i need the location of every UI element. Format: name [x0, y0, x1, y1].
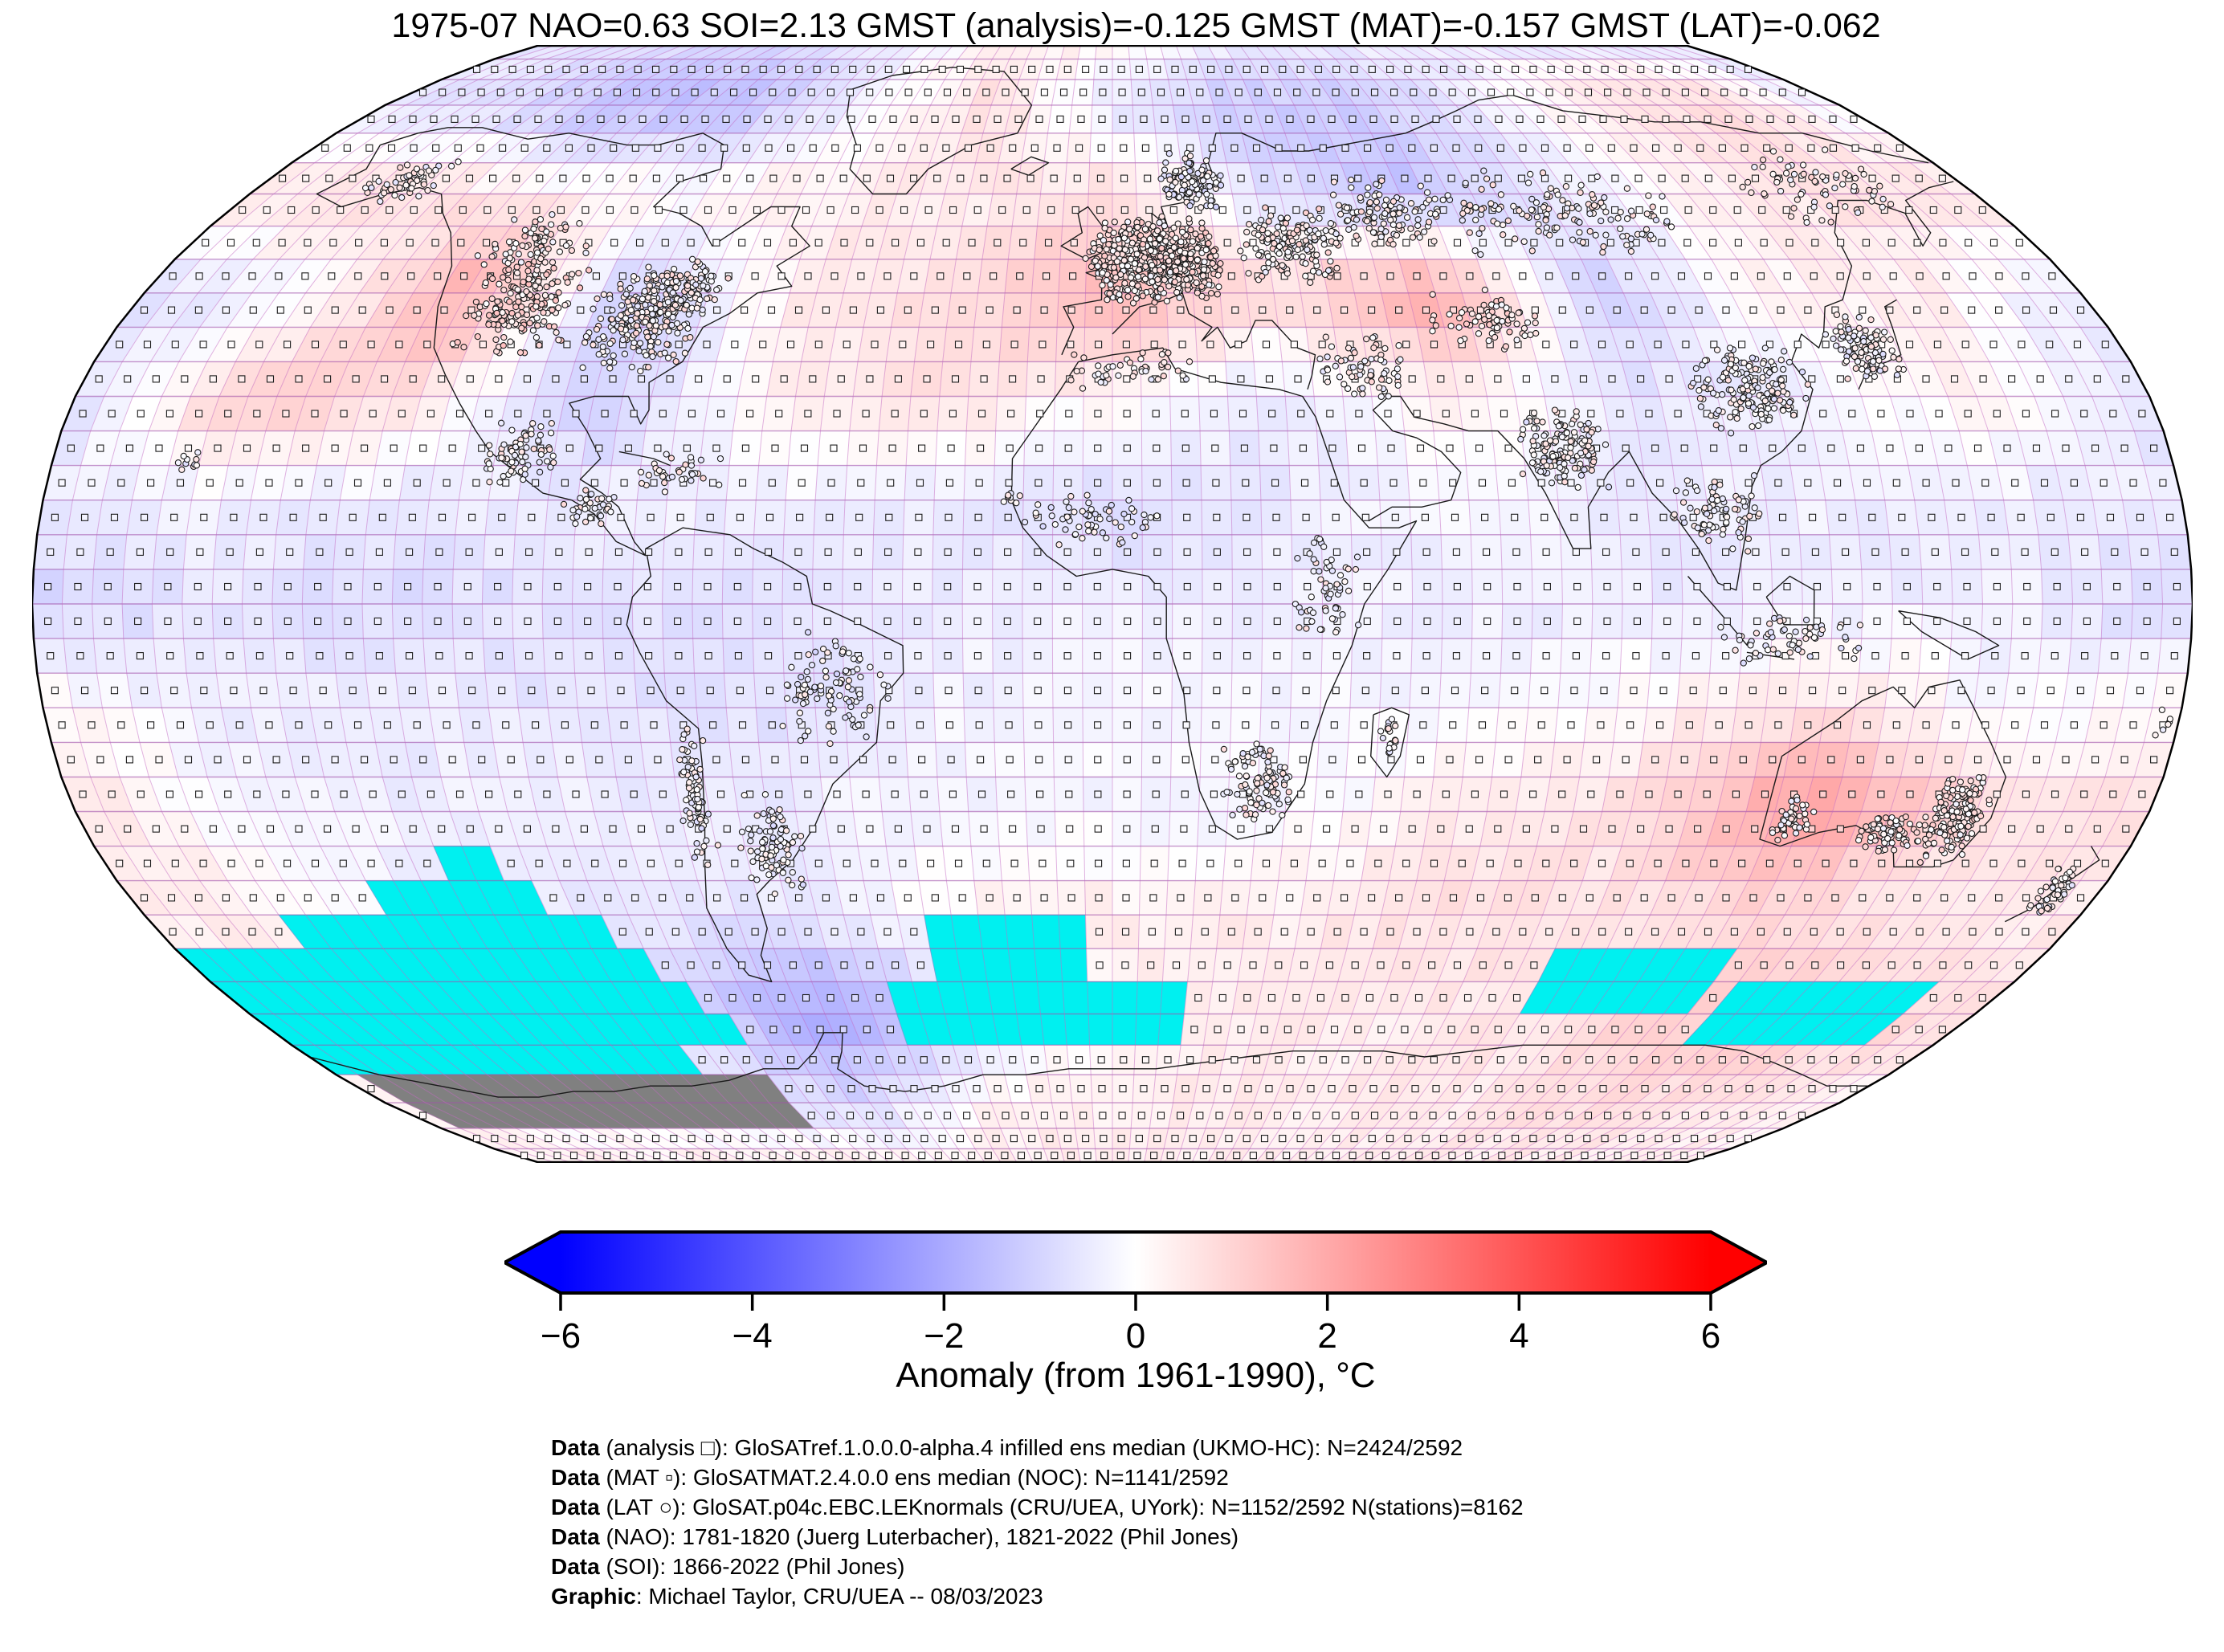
colorbar-tick-label: 4	[1509, 1316, 1528, 1356]
attribution-line-graphic: Graphic: Michael Taylor, CRU/UEA -- 08/0…	[551, 1581, 1524, 1611]
map-outline	[32, 45, 2193, 1163]
colorbar: −6 −4 −2 0 2 4 6	[504, 1230, 1767, 1356]
attribution-key: Data	[551, 1554, 600, 1579]
world-map	[32, 45, 2193, 1163]
attribution-key: Data	[551, 1465, 600, 1490]
attribution-line-analysis: Data (analysis □): GloSATref.1.0.0.0-alp…	[551, 1433, 1524, 1462]
colorbar-tick-label: −4	[732, 1316, 773, 1356]
colorbar-ticks: −6 −4 −2 0 2 4 6	[541, 1293, 1720, 1356]
colorbar-tick-label: −2	[924, 1316, 964, 1356]
attribution-text: (NAO): 1781-1820 (Juerg Luterbacher), 18…	[599, 1524, 1239, 1549]
attribution-text: (LAT ○): GloSAT.p04c.EBC.LEKnormals (CRU…	[599, 1495, 1524, 1519]
colorbar-axis-label: Anomaly (from 1961-1990), °C	[896, 1356, 1376, 1395]
attribution-key: Graphic	[551, 1584, 636, 1609]
attribution-key: Data	[551, 1435, 600, 1460]
station-markers	[174, 146, 2174, 916]
attribution-line-nao: Data (NAO): 1781-1820 (Juerg Luterbacher…	[551, 1522, 1524, 1552]
colorbar-tick-label: −6	[541, 1316, 581, 1356]
colorbar-tick-label: 6	[1701, 1316, 1720, 1356]
figure-title: 1975-07 NAO=0.63 SOI=2.13 GMST (analysis…	[391, 6, 1881, 45]
analysis-grid-markers	[44, 65, 2181, 1160]
attribution-line-lat: Data (LAT ○): GloSAT.p04c.EBC.LEKnormals…	[551, 1492, 1524, 1522]
colorbar-tick-label: 0	[1126, 1316, 1145, 1356]
attribution-key: Data	[551, 1524, 600, 1549]
attribution-text: (SOI): 1866-2022 (Phil Jones)	[599, 1554, 905, 1579]
attribution-line-mat: Data (MAT ▫): GloSATMAT.2.4.0.0 ens medi…	[551, 1462, 1524, 1492]
attribution-line-soi: Data (SOI): 1866-2022 (Phil Jones)	[551, 1552, 1524, 1581]
colorbar-tick-label: 2	[1317, 1316, 1336, 1356]
attribution-text: (MAT ▫): GloSATMAT.2.4.0.0 ens median (N…	[599, 1465, 1229, 1490]
data-attribution: Data (analysis □): GloSATref.1.0.0.0-alp…	[551, 1433, 1524, 1611]
attribution-key: Data	[551, 1495, 600, 1519]
map-area	[32, 45, 2193, 1163]
attribution-text: (analysis □): GloSATref.1.0.0.0-alpha.4 …	[599, 1435, 1463, 1460]
attribution-text: : Michael Taylor, CRU/UEA -- 08/03/2023	[635, 1584, 1043, 1609]
colorbar-gradient-bar	[504, 1230, 1767, 1295]
